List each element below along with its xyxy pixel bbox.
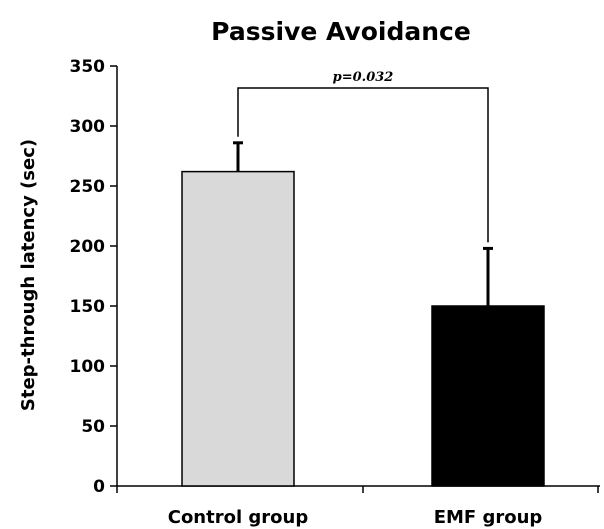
y-tick-label: 150 bbox=[70, 297, 106, 317]
bars bbox=[181, 170, 545, 487]
y-tick-label: 350 bbox=[70, 57, 106, 77]
y-axis-label: Step-through latency (sec) bbox=[18, 139, 39, 411]
p-value-annotation: p=0.032 bbox=[333, 70, 394, 85]
category-label: Control group bbox=[168, 507, 309, 528]
significance-bracket-line bbox=[237, 87, 489, 243]
y-tick-label: 100 bbox=[70, 357, 106, 377]
error-bars bbox=[233, 141, 493, 306]
y-tick-label: 200 bbox=[70, 237, 106, 257]
category-label: EMF group bbox=[434, 507, 543, 528]
bar-emf-group bbox=[431, 305, 545, 487]
category-labels: Control group EMF group bbox=[168, 507, 543, 528]
y-tick-label: 300 bbox=[70, 117, 106, 137]
significance-bracket: p=0.032 bbox=[237, 70, 489, 243]
chart-title: Passive Avoidance bbox=[211, 17, 471, 46]
y-tick-label: 250 bbox=[70, 177, 106, 197]
y-tick-label: 0 bbox=[93, 477, 105, 497]
x-axis bbox=[116, 485, 600, 493]
y-tick-label: 50 bbox=[81, 417, 105, 437]
y-axis: 0 50 100 150 200 250 300 350 bbox=[70, 57, 118, 497]
bar-control-group bbox=[181, 170, 295, 487]
